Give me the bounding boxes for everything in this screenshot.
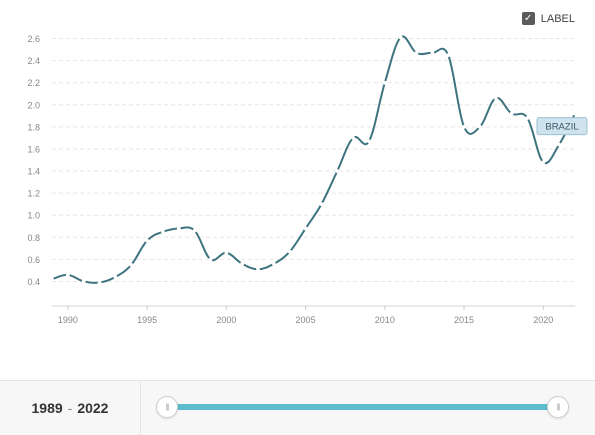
series-layer xyxy=(50,35,577,285)
y-tick-label: 0.4 xyxy=(27,277,40,287)
data-point xyxy=(319,202,324,207)
y-tick-label: 1.0 xyxy=(27,211,40,221)
data-point xyxy=(224,250,229,255)
data-point xyxy=(176,226,181,231)
x-tick-label: 2000 xyxy=(216,315,236,325)
chart-area: 0.4 0.6 0.8 1.0 1.2 1.4 1.6 1.8 2.0 2.2 2.4 2.6 199… xyxy=(27,12,588,325)
data-point xyxy=(113,275,118,279)
y-tick-label: 0.6 xyxy=(27,255,40,265)
data-point xyxy=(573,111,577,116)
y-tick-label: 1.8 xyxy=(27,122,40,132)
slider-start-handle[interactable]: ||| xyxy=(156,396,178,418)
range-bar: 1989 - 2022 ||| ||| xyxy=(0,380,595,435)
data-point xyxy=(367,139,371,144)
data-point xyxy=(129,262,134,267)
data-point xyxy=(161,229,165,234)
data-point xyxy=(493,96,498,101)
x-tick-label: 1995 xyxy=(137,315,157,325)
data-point xyxy=(145,238,149,243)
y-tick-label: 2.6 xyxy=(27,34,40,44)
y-tick-label: 1.2 xyxy=(27,189,40,199)
y-tick-label: 1.6 xyxy=(27,144,40,154)
data-point xyxy=(240,261,245,266)
y-tick-label: 2.2 xyxy=(27,78,40,88)
series-tag-layer: BRAZIL xyxy=(536,117,588,136)
x-tick-label: 2010 xyxy=(375,315,395,325)
x-tick-label: 2015 xyxy=(454,315,474,325)
data-point xyxy=(414,51,419,55)
grid-lines xyxy=(52,38,575,282)
label-checkbox[interactable]: ✓ xyxy=(521,12,535,25)
line-chart: 0.4 0.6 0.8 1.0 1.2 1.4 1.6 1.8 2.0 2.2 2.4 2.6 199… xyxy=(27,34,588,325)
data-point xyxy=(430,51,435,55)
data-point xyxy=(525,116,530,120)
data-point xyxy=(335,169,340,173)
data-point xyxy=(446,53,451,58)
x-tick-label: 1990 xyxy=(58,315,78,325)
data-point xyxy=(382,80,387,85)
data-point xyxy=(303,226,308,231)
data-point xyxy=(351,136,356,140)
year-range-label: 1989 - 2022 xyxy=(0,381,141,435)
data-point xyxy=(208,257,213,262)
range-start: 1989 xyxy=(31,400,63,416)
data-point xyxy=(287,249,292,254)
y-tick-label: 1.4 xyxy=(27,167,40,177)
data-point xyxy=(256,267,260,272)
slider-end-handle[interactable]: ||| xyxy=(547,396,569,418)
data-point xyxy=(65,272,70,277)
data-point xyxy=(462,124,466,129)
y-tick-label: 0.8 xyxy=(27,233,40,243)
series-tag-label: BRAZIL xyxy=(545,122,578,133)
data-point xyxy=(81,279,86,284)
y-axis-ticks: 0.4 0.6 0.8 1.0 1.2 1.4 1.6 1.8 2.0 2.2 2.4 2.6 xyxy=(27,34,40,287)
data-point xyxy=(97,280,102,285)
x-tick-label: 2020 xyxy=(533,315,553,325)
range-end: 2022 xyxy=(77,400,109,416)
series-line xyxy=(51,35,576,284)
series-tag-box xyxy=(536,117,588,136)
x-axis-ticks: 1990 1995 2000 2005 2010 2015 2020 xyxy=(52,305,575,325)
data-point xyxy=(557,142,562,147)
label-toggle-text: LABEL xyxy=(540,12,575,25)
range-separator: - xyxy=(67,400,73,416)
data-point xyxy=(541,160,546,165)
data-point xyxy=(509,111,514,116)
data-point xyxy=(271,261,276,266)
y-tick-label: 2.0 xyxy=(27,100,40,110)
year-range-slider[interactable]: ||| ||| xyxy=(156,396,569,418)
data-point xyxy=(50,277,54,282)
data-point xyxy=(192,228,197,233)
series-tag: BRAZIL xyxy=(536,117,588,136)
data-point xyxy=(398,35,403,40)
slider-track[interactable] xyxy=(166,404,559,410)
x-tick-label: 2005 xyxy=(296,315,316,325)
y-tick-label: 2.4 xyxy=(27,56,40,66)
data-point xyxy=(478,124,482,129)
label-toggle[interactable]: ✓ LABEL xyxy=(521,12,575,25)
